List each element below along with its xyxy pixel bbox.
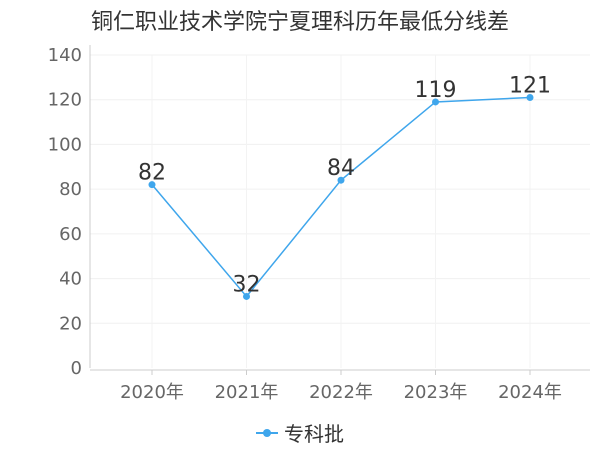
data-label: 84 xyxy=(327,156,355,181)
data-label: 119 xyxy=(415,78,457,103)
data-point[interactable] xyxy=(526,93,534,101)
x-tick-label: 2021年 xyxy=(215,382,279,403)
data-labels: 82 32 84 119 121 xyxy=(138,73,551,297)
data-label: 82 xyxy=(138,161,166,186)
y-tick-label: 40 xyxy=(59,269,82,290)
legend: 专科批 xyxy=(0,418,600,447)
y-tick-label: 100 xyxy=(48,134,82,155)
y-tick-label: 140 xyxy=(48,45,82,66)
grid-lines xyxy=(90,54,590,368)
data-point[interactable] xyxy=(243,292,250,300)
y-tick-label: 20 xyxy=(59,313,82,334)
y-tick-label: 0 xyxy=(71,358,82,379)
chart-title: 铜仁职业技术学院宁夏理科历年最低分线差 xyxy=(90,10,509,35)
x-axis-ticks: 2020年 2021年 2022年 2023年 2024年 xyxy=(120,382,562,403)
data-label: 121 xyxy=(509,73,551,98)
legend-line-marker-icon xyxy=(256,427,278,439)
y-tick-label: 60 xyxy=(59,224,82,245)
data-points xyxy=(148,93,534,300)
legend-item-series[interactable]: 专科批 xyxy=(256,418,344,447)
data-point[interactable] xyxy=(432,98,439,106)
y-tick-label: 80 xyxy=(59,179,82,200)
x-tick-label: 2022年 xyxy=(309,382,373,403)
data-label: 32 xyxy=(233,272,261,297)
data-point[interactable] xyxy=(148,181,156,189)
legend-label: 专科批 xyxy=(284,422,344,446)
axes xyxy=(89,45,590,375)
y-axis-ticks: 0 20 40 60 80 100 120 140 xyxy=(48,45,82,379)
x-tick-label: 2020年 xyxy=(120,382,184,403)
x-tick-label: 2024年 xyxy=(498,382,562,403)
x-tick-label: 2023年 xyxy=(404,382,468,403)
data-point[interactable] xyxy=(337,176,345,184)
y-tick-label: 120 xyxy=(48,90,82,111)
